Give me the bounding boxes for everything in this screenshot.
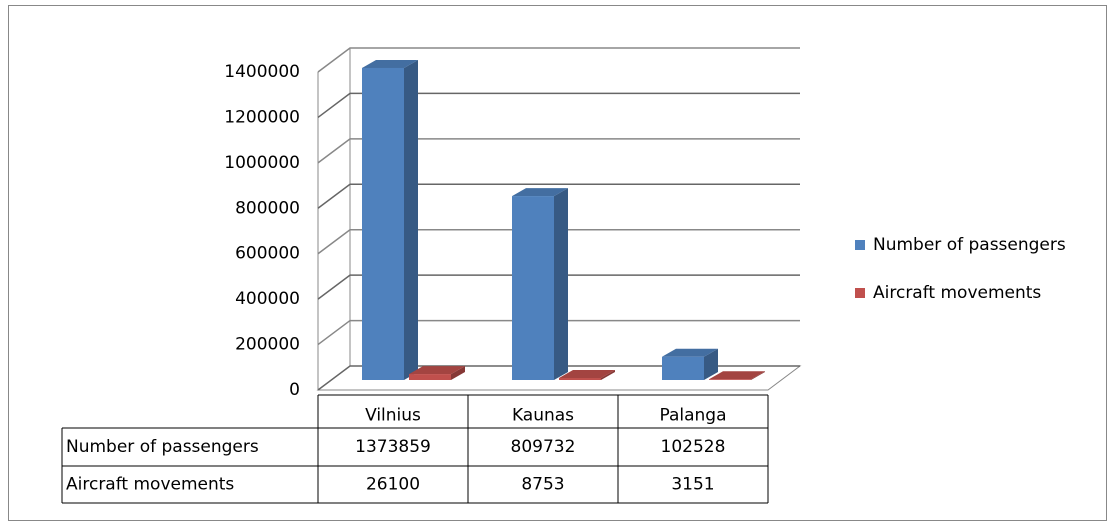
bar (512, 196, 554, 380)
bar (662, 356, 704, 380)
table-cell: 8753 (521, 475, 564, 495)
bar-top (409, 366, 465, 375)
y-tick-label: 800000 (235, 198, 300, 218)
bar (709, 379, 751, 380)
bar-side (601, 370, 615, 380)
bar-top (362, 59, 418, 68)
grid-line (317, 47, 800, 73)
table-row-label: Number of passengers (66, 437, 259, 457)
y-tick-label: 1200000 (224, 107, 300, 127)
bar (409, 374, 451, 380)
table-cell: 3151 (671, 475, 714, 495)
bar (559, 378, 601, 380)
x-tick-label: Vilnius (365, 406, 421, 426)
bar-side (704, 348, 718, 380)
bar-side (451, 366, 465, 380)
table-cell: 102528 (661, 437, 726, 457)
bar-top (512, 188, 568, 197)
grid-line (317, 274, 800, 300)
grid-line (317, 228, 800, 255)
bar-side (554, 188, 568, 380)
legend-marker (855, 288, 865, 298)
bar-side (404, 59, 418, 380)
y-tick-label: 600000 (235, 244, 300, 264)
x-tick-label: Kaunas (512, 406, 574, 426)
table-cell: 26100 (366, 475, 420, 495)
grid-line (317, 92, 800, 119)
legend-label: Aircraft movements (873, 283, 1041, 303)
grid-line (317, 319, 800, 346)
y-tick-label: 0 (289, 380, 300, 400)
x-tick-label: Palanga (659, 406, 726, 426)
bar-top (709, 371, 765, 380)
grid-line (317, 183, 800, 209)
bar-top (559, 370, 615, 379)
bar (362, 67, 404, 380)
bar-top (662, 348, 718, 357)
table-cell: 1373859 (355, 437, 431, 457)
legend-label: Number of passengers (873, 235, 1066, 255)
y-tick-label: 1000000 (224, 153, 300, 173)
grid-line (317, 365, 800, 391)
bar-side (751, 371, 765, 380)
y-tick-label: 1400000 (224, 62, 300, 82)
y-tick-label: 400000 (235, 289, 300, 309)
table-row-label: Aircraft movements (66, 475, 234, 495)
table-cell: 809732 (511, 437, 576, 457)
y-tick-label: 200000 (235, 335, 300, 355)
legend-marker (855, 240, 865, 250)
grid-line (317, 138, 800, 164)
